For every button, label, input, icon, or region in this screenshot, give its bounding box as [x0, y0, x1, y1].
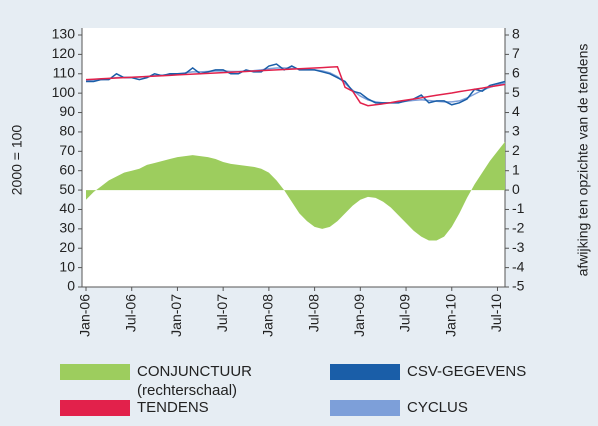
y-tick-label: 80: [59, 123, 75, 139]
y-tick-label: 0: [67, 278, 75, 294]
y2-tick-label: 3: [512, 123, 520, 139]
legend-swatch: [330, 400, 400, 416]
x-tick-label: Jul-08: [305, 294, 321, 332]
x-tick-label: Jul-10: [488, 294, 504, 332]
x-tick-label: Jul-06: [122, 294, 138, 332]
plot-area: [82, 28, 505, 287]
area: [86, 141, 506, 241]
line: [85, 66, 506, 107]
legend-label: CSV-GEGEVENS: [407, 363, 526, 380]
legend-swatch: [60, 400, 130, 416]
y2-tick-label: 2: [512, 142, 520, 158]
x-tick-label: Jan-10: [442, 294, 458, 337]
y2-tick-label: -2: [512, 220, 525, 236]
x-tick-label: Jan-06: [77, 294, 93, 337]
legend-label: TENDENS: [137, 399, 209, 416]
y2-tick-label: 6: [512, 64, 520, 80]
y2-tick-label: 4: [512, 103, 520, 119]
x-tick-label: Jul-09: [397, 294, 413, 332]
y-tick-label: 110: [53, 64, 76, 80]
x-tick-label: Jan-09: [351, 294, 367, 337]
y-tick-label: 10: [59, 258, 75, 274]
y2-tick-label: -4: [512, 258, 525, 274]
y-tick-label: 100: [52, 84, 76, 100]
y-tick-label: 90: [59, 103, 75, 119]
legend-swatch: [330, 364, 400, 380]
y2-tick-label: 0: [512, 181, 520, 197]
y-tick-label: 50: [59, 181, 75, 197]
legend-note: (rechterschaal): [137, 382, 237, 399]
y-tick-label: 20: [59, 239, 75, 255]
line: [86, 63, 506, 106]
y2-tick-label: 5: [512, 84, 520, 100]
x-tick-label: Jan-07: [168, 294, 184, 337]
y2-tick-label: 1: [512, 161, 520, 177]
y-tick-label: 70: [59, 142, 75, 158]
legend-swatch: [60, 364, 130, 380]
x-tick-label: Jul-07: [214, 294, 230, 332]
y2-tick-label: -1: [512, 200, 525, 216]
y-tick-label: 120: [52, 45, 76, 61]
y2-tick-label: 8: [512, 26, 520, 42]
legend-label: CONJUNCTUUR: [137, 363, 252, 380]
y2-tick-label: 7: [512, 45, 520, 61]
y2-axis-title: afwijking ten opzichte van de tendens: [575, 44, 591, 277]
y-tick-label: 30: [59, 220, 75, 236]
y2-tick-label: -3: [512, 239, 525, 255]
y-axis-title: 2000 = 100: [9, 125, 25, 196]
y-tick-label: 130: [52, 26, 76, 42]
y2-tick-label: -5: [512, 278, 525, 294]
y-tick-label: 40: [59, 200, 75, 216]
x-tick-label: Jan-08: [260, 294, 276, 337]
legend-label: CYCLUS: [407, 399, 468, 416]
y-tick-label: 60: [59, 161, 75, 177]
